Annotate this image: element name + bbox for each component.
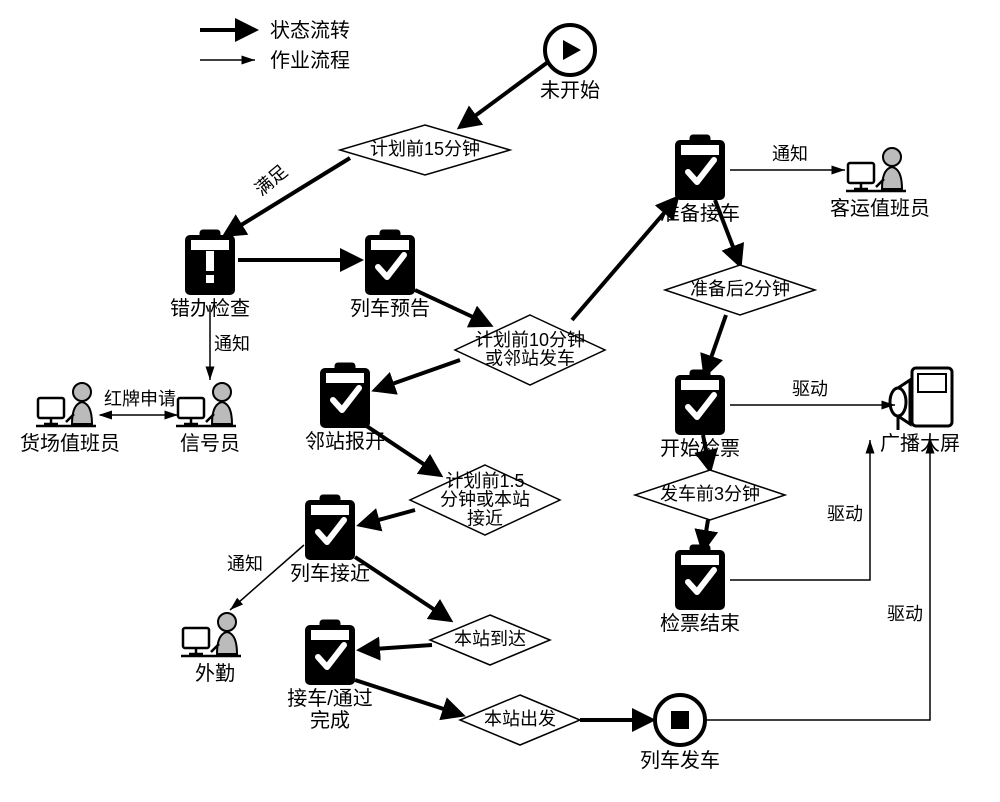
- state-edge-0: [460, 62, 548, 127]
- svg-text:通知: 通知: [214, 334, 250, 354]
- state-edge-1: [225, 158, 350, 235]
- flowchart-canvas: 满足 通知红牌申请通知通知驱动驱动驱动 未开始计划前15分钟错办检查列车预告邻站…: [0, 0, 1000, 802]
- svg-text:驱动: 驱动: [827, 504, 863, 524]
- svg-text:邻站报开: 邻站报开: [305, 430, 385, 453]
- node-prepare: 准备接车: [660, 135, 740, 225]
- node-person_pass: 客运值班员: [830, 148, 930, 220]
- svg-text:错办检查: 错办检查: [170, 297, 250, 320]
- svg-text:计划前15分钟: 计划前15分钟: [370, 139, 480, 159]
- node-plan15: 计划前15分钟: [340, 125, 510, 175]
- svg-text:红牌申请: 红牌申请: [104, 389, 176, 409]
- node-d_prep2: 准备后2分钟: [665, 265, 815, 315]
- legend-thick-label: 状态流转: [270, 19, 350, 42]
- svg-text:检票结束: 检票结束: [660, 612, 740, 635]
- node-error_check: 错办检查: [170, 230, 250, 320]
- node-d_arrive: 本站到达: [430, 615, 550, 665]
- svg-text:本站到达: 本站到达: [454, 629, 526, 649]
- node-arrive_done: 接车/通过完成: [287, 620, 373, 732]
- svg-text:开始检票: 开始检票: [660, 437, 740, 460]
- state-edge-4: [375, 360, 460, 390]
- state-edge-13: [705, 315, 726, 375]
- svg-text:未开始: 未开始: [540, 79, 600, 102]
- svg-text:准备接车: 准备接车: [660, 202, 740, 225]
- node-start: 未开始: [540, 25, 600, 102]
- svg-text:外勤: 外勤: [195, 662, 235, 685]
- node-d_plan15b: 计划前1.5分钟或本站接近: [410, 465, 560, 535]
- state-edge-6: [360, 510, 415, 525]
- node-start_ticket: 开始检票: [660, 370, 740, 460]
- svg-text:通知: 通知: [227, 554, 263, 574]
- node-train_pre: 列车预告: [350, 230, 430, 320]
- node-approach: 列车接近: [290, 495, 370, 585]
- svg-text:满足: 满足: [251, 161, 291, 199]
- svg-text:列车发车: 列车发车: [640, 749, 720, 772]
- node-end_ticket: 检票结束: [660, 545, 740, 635]
- svg-text:接车/通过完成: 接车/通过完成: [287, 687, 373, 732]
- svg-text:本站出发: 本站出发: [484, 709, 556, 729]
- svg-text:通知: 通知: [772, 144, 808, 164]
- node-broadcast: 广播大屏: [880, 368, 960, 455]
- legend-thin-label: 作业流程: [270, 49, 350, 72]
- node-person_field: 外勤: [181, 613, 241, 685]
- svg-text:广播大屏: 广播大屏: [880, 432, 960, 455]
- node-d_depart: 本站出发: [460, 695, 580, 745]
- node-depart: 列车发车: [640, 695, 720, 772]
- svg-text:计划前10分钟或邻站发车: 计划前10分钟或邻站发车: [475, 330, 585, 369]
- state-edge-8: [360, 645, 432, 650]
- node-d_plan10: 计划前10分钟或邻站发车: [455, 315, 605, 385]
- svg-text:准备后2分钟: 准备后2分钟: [690, 279, 790, 299]
- node-neighbor: 邻站报开: [305, 363, 385, 453]
- svg-text:货场值班员: 货场值班员: [20, 432, 120, 455]
- svg-text:列车预告: 列车预告: [350, 297, 430, 320]
- svg-text:列车接近: 列车接近: [290, 562, 370, 585]
- svg-text:信号员: 信号员: [180, 432, 240, 455]
- svg-text:驱动: 驱动: [792, 379, 828, 399]
- svg-text:客运值班员: 客运值班员: [830, 197, 930, 220]
- svg-text:发车前3分钟: 发车前3分钟: [660, 484, 760, 504]
- node-person_sig: 信号员: [176, 383, 240, 455]
- svg-text:驱动: 驱动: [887, 604, 923, 624]
- node-d_dep3: 发车前3分钟: [635, 470, 785, 520]
